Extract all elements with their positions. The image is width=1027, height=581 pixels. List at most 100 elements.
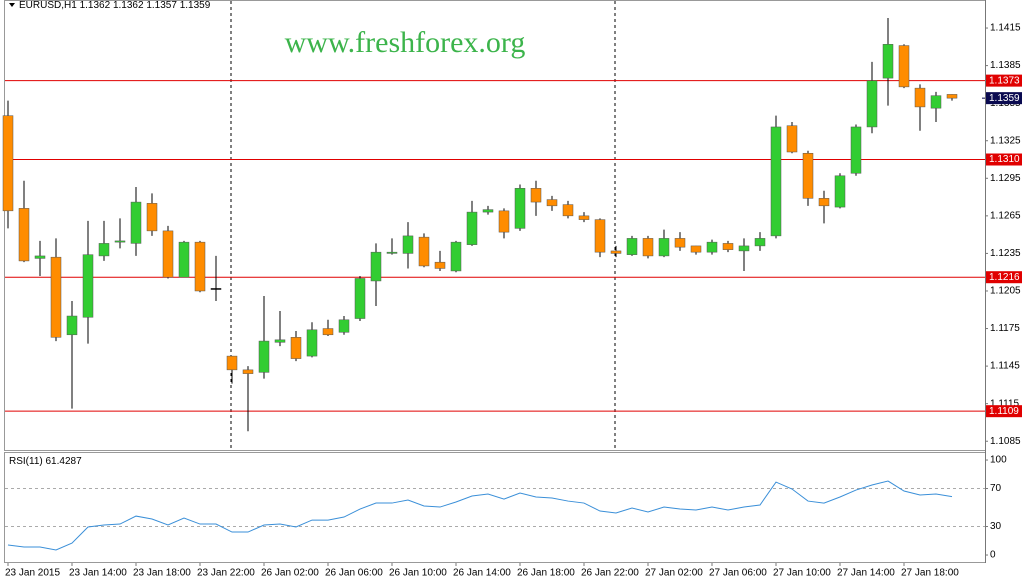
y-tick-label: 1.1325 xyxy=(990,135,1021,146)
x-tick-label: 23 Jan 14:00 xyxy=(69,568,127,579)
candle-body xyxy=(866,80,878,128)
candle-body xyxy=(770,126,782,237)
y-tick-label: 1.1175 xyxy=(990,323,1020,334)
candle-body xyxy=(882,44,894,79)
candle-body xyxy=(930,95,942,109)
level-label-bg xyxy=(986,74,1022,87)
x-tick-label: 23 Jan 18:00 xyxy=(133,568,191,579)
candle-body xyxy=(290,337,302,359)
candle-body xyxy=(498,210,510,233)
level-label: 1.1109 xyxy=(989,406,1019,417)
chart-title: EURUSD,H1 1.1362 1.1362 1.1357 1.1359 xyxy=(19,0,211,11)
candle-body xyxy=(802,152,814,199)
candle-body xyxy=(162,230,174,278)
candle-body xyxy=(818,198,830,207)
candle-body xyxy=(450,241,462,272)
candle-body xyxy=(50,256,62,338)
candle-body xyxy=(914,87,926,108)
candle-body xyxy=(562,204,574,217)
level-label: 1.1373 xyxy=(989,75,1020,86)
candle-body xyxy=(194,241,206,292)
rsi-tick-label: 0 xyxy=(990,550,996,561)
level-label-bg xyxy=(986,271,1022,284)
candle-body xyxy=(514,188,526,229)
candle-body xyxy=(370,251,382,282)
candle-body xyxy=(850,126,862,174)
candle-body xyxy=(258,340,270,373)
candle-body xyxy=(34,255,46,259)
candle-body xyxy=(146,203,158,232)
y-tick-label: 1.1295 xyxy=(990,173,1021,184)
candle-body xyxy=(610,250,622,254)
x-tick-label: 26 Jan 06:00 xyxy=(325,568,383,579)
last-open: 1.1362 xyxy=(80,0,111,11)
rsi-tick-label: 70 xyxy=(990,483,1002,494)
current-price-label: 1.1359 xyxy=(989,93,1020,104)
y-tick-label: 1.1145 xyxy=(990,361,1020,372)
y-tick-label: 1.1235 xyxy=(990,248,1021,259)
candle-body xyxy=(306,329,318,357)
candle-body xyxy=(2,115,14,212)
last-low: 1.1357 xyxy=(146,0,177,11)
candle-body xyxy=(706,241,718,253)
candle-body xyxy=(690,245,702,253)
candle-body xyxy=(242,369,254,374)
y-tick-label: 1.1205 xyxy=(990,286,1021,297)
main-panel xyxy=(4,0,986,451)
candle-body xyxy=(322,328,334,336)
x-tick-label: 26 Jan 22:00 xyxy=(581,568,639,579)
candle-body xyxy=(594,219,606,253)
last-high: 1.1362 xyxy=(113,0,144,11)
candle-body xyxy=(482,209,494,213)
x-tick-label: 26 Jan 18:00 xyxy=(517,568,575,579)
candle-body xyxy=(386,251,398,254)
level-label: 1.1216 xyxy=(989,272,1020,283)
candle-body xyxy=(402,235,414,254)
x-tick-label: 27 Jan 10:00 xyxy=(773,568,831,579)
candle-body xyxy=(418,236,430,267)
candle-body xyxy=(178,241,190,278)
candle-body xyxy=(210,288,222,290)
candle-body xyxy=(434,261,446,269)
candle-body xyxy=(466,211,478,245)
symbol: EURUSD,H1 xyxy=(19,0,77,11)
candle-body xyxy=(642,238,654,257)
candle-body xyxy=(66,315,78,336)
rsi-tick-label: 100 xyxy=(990,455,1007,466)
x-tick-label: 23 Jan 2015 xyxy=(5,568,60,579)
candle-body xyxy=(674,238,686,248)
candle-body xyxy=(546,199,558,207)
last-close: 1.1359 xyxy=(180,0,211,11)
candle-body xyxy=(834,175,846,208)
x-tick-label: 27 Jan 14:00 xyxy=(837,568,895,579)
candle-body xyxy=(82,254,94,318)
x-tick-label: 26 Jan 02:00 xyxy=(261,568,319,579)
rsi-line xyxy=(7,480,953,551)
rsi-panel xyxy=(4,452,986,563)
candle-body xyxy=(114,240,126,243)
level-label-bg xyxy=(986,405,1022,418)
x-tick-label: 26 Jan 14:00 xyxy=(453,568,511,579)
rsi-tick-label: 30 xyxy=(990,521,1002,532)
candle-body xyxy=(898,45,910,88)
candle-body xyxy=(786,125,798,153)
candle-body xyxy=(338,319,350,333)
indicator-title: RSI(11) 61.4287 xyxy=(9,456,82,467)
y-tick-label: 1.1385 xyxy=(990,60,1021,71)
y-tick-label: 1.1415 xyxy=(990,23,1021,34)
x-tick-label: 27 Jan 02:00 xyxy=(645,568,703,579)
x-tick-label: 27 Jan 06:00 xyxy=(709,568,767,579)
rsi-name: RSI(11) xyxy=(9,456,43,467)
y-tick-label: 1.1115 xyxy=(990,398,1020,409)
candle-body xyxy=(98,243,110,257)
y-tick-label: 1.1085 xyxy=(990,436,1021,447)
candle-body xyxy=(18,208,30,262)
candle-body xyxy=(738,245,750,252)
candle-body xyxy=(578,215,590,220)
watermark: www.freshforex.org xyxy=(285,26,526,59)
candle-body xyxy=(722,243,734,250)
candle-body xyxy=(626,238,638,255)
candle-body xyxy=(754,238,766,247)
current-price-bg xyxy=(986,92,1022,105)
